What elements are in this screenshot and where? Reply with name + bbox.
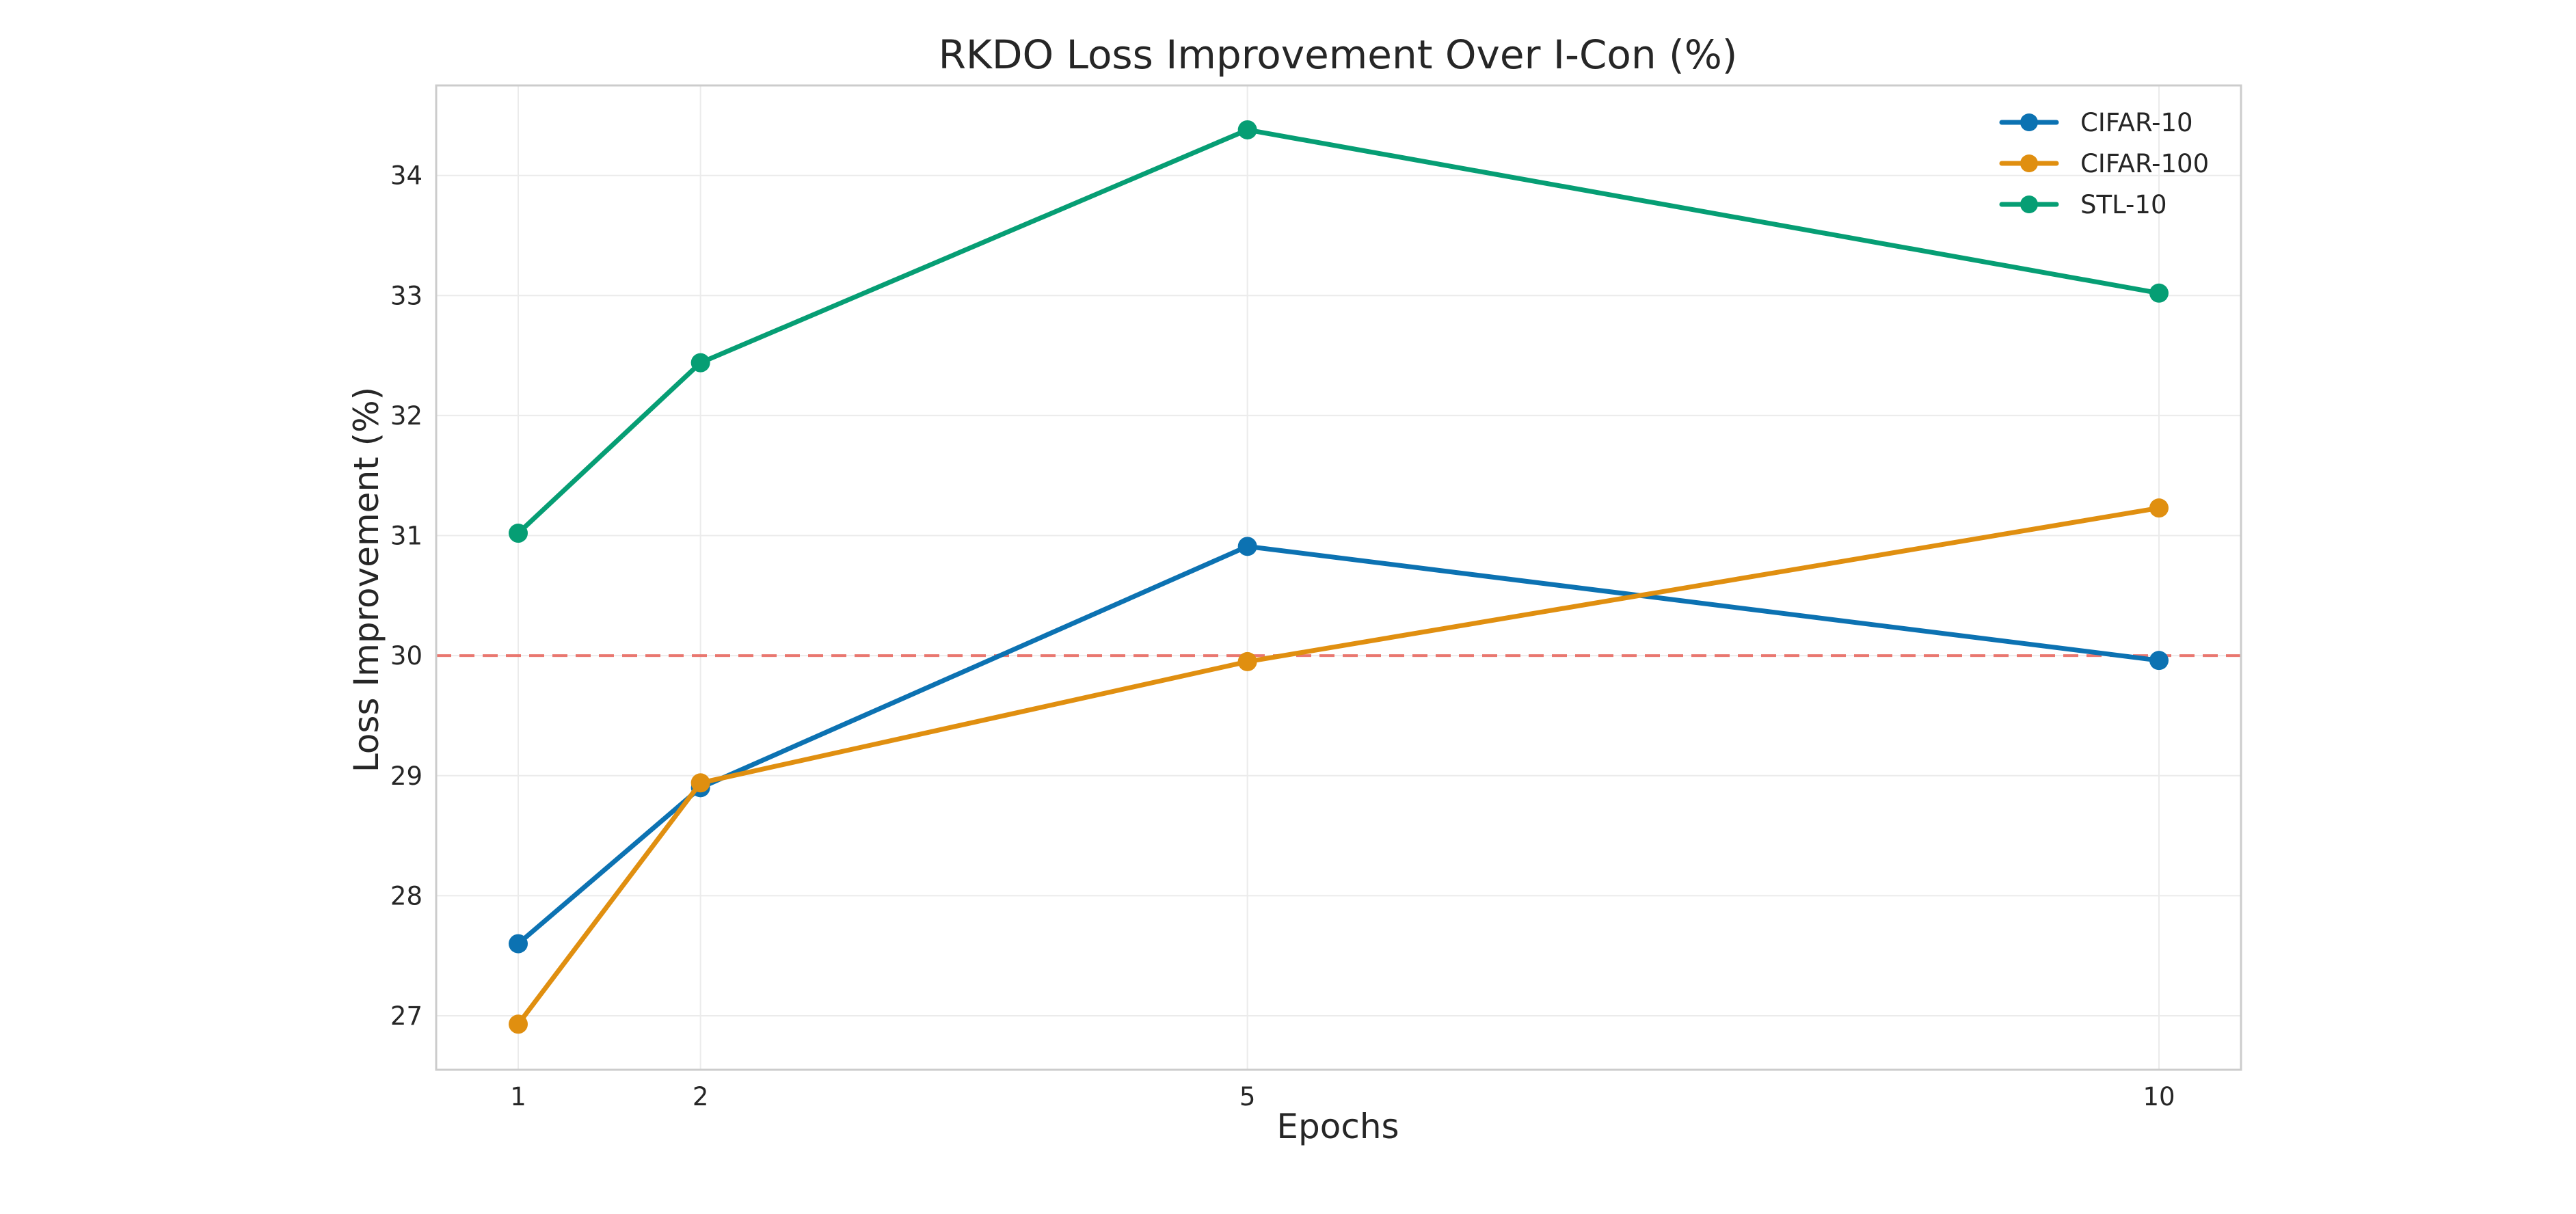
series-line-cifar-10 [515,543,2162,947]
data-point-stl-10 [509,524,528,543]
y-tick-label: 29 [390,761,422,791]
y-tick-label: 30 [390,641,422,671]
data-point-stl-10 [1237,120,1257,139]
legend-marker-stl-10 [2020,195,2038,213]
x-tick-label: 1 [510,1082,526,1111]
x-axis-ticks: 1 2 5 10 [510,1082,2175,1111]
plot-frame [435,84,2242,1071]
data-point-cifar-10 [509,934,528,954]
data-point-stl-10 [2149,283,2169,303]
x-tick-label: 5 [1239,1082,1256,1111]
series-line-stl-10 [515,127,2162,536]
series-line-cifar-100 [515,505,2162,1027]
data-point-stl-10 [690,353,710,373]
legend-marker-cifar-100 [2020,154,2038,172]
legend-marker-cifar-10 [2020,113,2038,131]
y-tick-label: 33 [390,281,422,310]
y-axis-label: Loss Improvement (%) [347,387,386,772]
y-tick-label: 27 [390,1001,422,1031]
legend: CIFAR-10 CIFAR-100 STL-10 [1999,108,2209,219]
grid [436,85,2241,1070]
chart-title: RKDO Loss Improvement Over I-Con (%) [939,31,1738,78]
x-tick-label: 2 [693,1082,709,1111]
x-tick-label: 10 [2143,1082,2175,1111]
x-axis-label: Epochs [1276,1107,1399,1146]
y-tick-label: 28 [390,881,422,910]
y-tick-label: 34 [390,161,422,191]
data-point-cifar-100 [1237,651,1257,671]
y-tick-label: 31 [390,522,422,551]
legend-label-stl-10: STL-10 [2080,190,2166,219]
y-tick-label: 32 [390,401,422,431]
data-point-cifar-100 [690,773,710,793]
legend-label-cifar-10: CIFAR-10 [2080,108,2193,137]
series-layer [509,120,2169,1034]
legend-label-cifar-100: CIFAR-100 [2080,149,2209,178]
data-point-cifar-100 [2149,498,2169,518]
y-axis-ticks: 27 28 29 30 31 32 33 34 [390,161,422,1031]
data-point-cifar-10 [1237,537,1257,556]
data-point-cifar-10 [2149,651,2169,671]
data-point-cifar-100 [509,1014,528,1034]
